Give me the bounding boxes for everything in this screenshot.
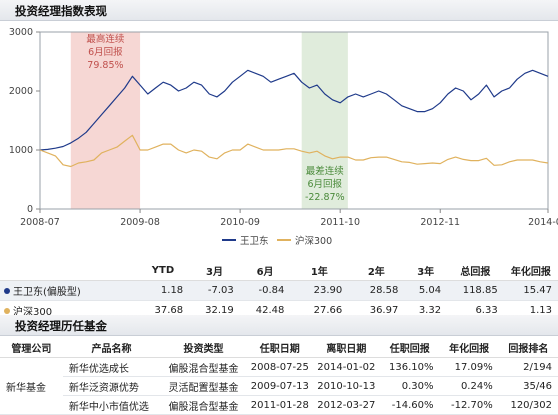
history-cell: 2011-01-28 (247, 395, 313, 415)
chart-svg: 0 1000 2000 3000 2008-07 2009-08 2010-09 2011-1… (9, 27, 558, 247)
perf-cell: 1.18 (136, 280, 190, 301)
y-tick-label: 2000 (9, 86, 33, 97)
x-tick-label: 2009-08 (120, 217, 160, 228)
fund-name-link[interactable]: 新华泛资源优势 (62, 376, 161, 396)
perf-cell: 118.85 (447, 280, 504, 301)
annotation-line: 最高连续 (86, 33, 125, 45)
fund-name-link[interactable]: 新华中小市值优选 (62, 395, 161, 415)
history-col-header: 任职回报 (380, 337, 440, 358)
history-cell: 2008-07-25 (247, 357, 313, 377)
perf-col-header: 年化回报 (503, 260, 558, 281)
performance-header-row: YTD 3月 6月 1年 2年 3年 总回报 年化回报 (0, 260, 558, 281)
perf-col-header: 3月 (189, 260, 240, 281)
history-cell: 灵活配置型基金 (160, 376, 247, 396)
history-cell: 120/302 (498, 395, 558, 415)
history-col-header: 离职日期 (312, 337, 381, 358)
perf-col-header: 3年 (404, 260, 448, 281)
history-cell: 2009-07-13 (247, 376, 313, 396)
perf-col-header (0, 260, 137, 281)
history-col-header: 投资类型 (160, 337, 247, 358)
plot-frame (39, 31, 549, 210)
history-cell: 偏股混合型基金 (160, 357, 247, 377)
company-cell: 新华基金 (0, 357, 63, 415)
history-cell: 2012-03-27 (312, 395, 381, 415)
series-dot-icon (4, 308, 10, 314)
worst-period-band (301, 32, 348, 209)
perf-col-header: 总回报 (447, 260, 504, 281)
perf-col-header: 1年 (290, 260, 349, 281)
history-cell: -12.70% (439, 395, 499, 415)
manager-series-line (39, 69, 549, 151)
annotation-line: 79.85% (87, 60, 123, 71)
perf-col-header: 2年 (348, 260, 405, 281)
x-tick-label: 2011-10 (320, 217, 360, 228)
perf-row-name: 王卫东(偏股型) (0, 280, 137, 301)
history-col-header: 任职日期 (247, 337, 313, 358)
best-period-band (70, 32, 141, 209)
history-cell: -14.60% (380, 395, 440, 415)
history-cell: 0.30% (380, 376, 440, 396)
x-tick-label: 2014-01 (528, 217, 558, 228)
history-cell: 17.09% (439, 357, 499, 377)
history-col-header: 管理公司 (0, 337, 63, 358)
y-tick-label: 0 (27, 204, 33, 215)
history-cell: 136.10% (380, 357, 440, 377)
history-row: 新华基金 新华优选成长 偏股混合型基金 2008-07-25 2014-01-02 136… (0, 357, 558, 415)
perf-col-header: YTD (136, 260, 190, 281)
history-header-row: 管理公司 产品名称 投资类型 任职日期 离职日期 任职回报 年化回报 回报排名 (0, 337, 558, 358)
fund-name-link[interactable]: 新华优选成长 (62, 357, 161, 377)
history-cell: 2010-10-13 (312, 376, 381, 396)
history-col-header: 年化回报 (439, 337, 499, 358)
annotation-line: 6月回报 (88, 46, 123, 58)
chart-section-header: 投资经理指数表现 (0, 0, 558, 21)
perf-cell: 28.58 (348, 280, 405, 301)
history-cell: 0.24% (439, 376, 499, 396)
legend-label: 沪深300 (295, 235, 332, 247)
history-row: 新华中小市值优选 偏股混合型基金 2011-01-28 2012-03-27 -14.6… (0, 395, 558, 415)
history-col-header: 产品名称 (62, 337, 161, 358)
history-row: 新华泛资源优势 灵活配置型基金 2009-07-13 2010-10-13 0.30% 0… (0, 376, 558, 396)
performance-table: YTD 3月 6月 1年 2年 3年 总回报 年化回报 王卫东(偏股型) 1.18 -7.03 -0… (0, 260, 558, 321)
history-section-header: 投资经理历任基金 (0, 315, 558, 336)
worst-period-label: 最差连续 6月回报 -22.87% (305, 165, 345, 203)
history-cell: 2/194 (498, 357, 558, 377)
x-tick-label: 2008-07 (20, 217, 60, 228)
perf-col-header: 6月 (239, 260, 291, 281)
section-title: 投资经理指数表现 (15, 4, 107, 18)
section-title: 投资经理历任基金 (15, 319, 107, 333)
annotation-line: 6月回报 (308, 178, 343, 190)
annotation-line: 最差连续 (306, 165, 345, 177)
fund-history-table: 管理公司 产品名称 投资类型 任职日期 离职日期 任职回报 年化回报 回报排名 新华基金 新华优… (0, 337, 558, 415)
annotation-line: -22.87% (305, 192, 345, 203)
legend-label: 王卫东 (240, 235, 269, 247)
best-period-label: 最高连续 6月回报 79.85% (86, 33, 125, 71)
perf-cell: 23.90 (290, 280, 349, 301)
history-cell: 35/46 (498, 376, 558, 396)
perf-row: 王卫东(偏股型) 1.18 -7.03 -0.84 23.90 28.58 5.04 118.… (0, 280, 558, 301)
x-tick-label: 2012-11 (420, 217, 460, 228)
perf-cell: -7.03 (189, 280, 240, 301)
history-cell: 2014-01-02 (312, 357, 381, 377)
index-series-line (39, 134, 549, 168)
history-cell: 偏股混合型基金 (160, 395, 247, 415)
x-tick-label: 2010-09 (220, 217, 260, 228)
perf-cell: 15.47 (503, 280, 558, 301)
y-tick-label: 3000 (9, 27, 33, 38)
index-chart: 0 1000 2000 3000 2008-07 2009-08 2010-09 2011-1… (0, 22, 558, 258)
y-tick-label: 1000 (9, 145, 33, 156)
perf-cell: -0.84 (239, 280, 291, 301)
history-col-header: 回报排名 (498, 337, 558, 358)
perf-cell: 5.04 (404, 280, 448, 301)
series-dot-icon (4, 288, 10, 294)
